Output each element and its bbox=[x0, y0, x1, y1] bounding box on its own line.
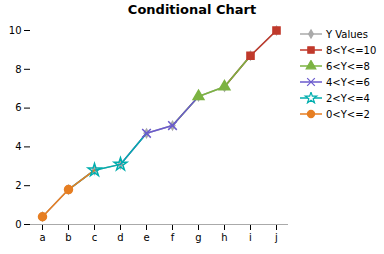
svg-text:i: i bbox=[249, 232, 252, 243]
html-text:Conditional Chart: Conditional Chart bbox=[127, 2, 257, 17]
svg-text:h: h bbox=[221, 232, 227, 243]
svg-text:f: f bbox=[171, 232, 175, 243]
svg-text:e: e bbox=[143, 232, 149, 243]
svg-text:2: 2 bbox=[15, 180, 21, 191]
svg-text:c: c bbox=[92, 232, 98, 243]
html-text:Y Values: Y Values bbox=[326, 28, 368, 40]
svg-text:d: d bbox=[117, 232, 123, 243]
svg-text:4: 4 bbox=[15, 141, 21, 152]
html-text:6<Y<=8: 6<Y<=8 bbox=[326, 60, 370, 72]
html-text:0<Y<=2: 0<Y<=2 bbox=[326, 108, 370, 120]
svg-text:j: j bbox=[274, 232, 278, 243]
svg-text:g: g bbox=[195, 232, 201, 243]
html-text:8<Y<=10: 8<Y<=10 bbox=[326, 44, 377, 56]
svg-text:6: 6 bbox=[15, 102, 21, 113]
html-text:2<Y<=4: 2<Y<=4 bbox=[326, 92, 370, 104]
svg-text:b: b bbox=[65, 232, 71, 243]
html-text:4<Y<=6: 4<Y<=6 bbox=[326, 76, 370, 88]
svg-text:10: 10 bbox=[9, 25, 22, 36]
svg-text:8: 8 bbox=[15, 64, 21, 75]
svg-text:a: a bbox=[39, 232, 45, 243]
svg-text:0: 0 bbox=[15, 219, 21, 230]
